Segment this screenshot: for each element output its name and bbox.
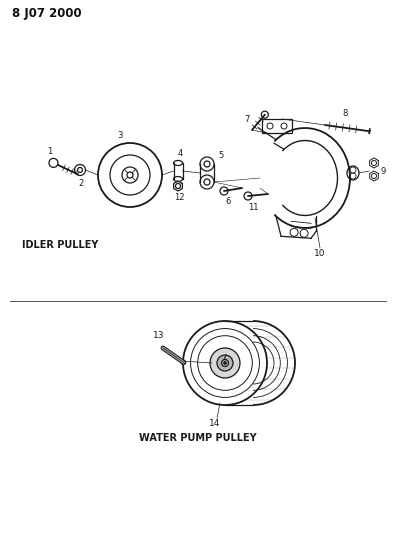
Circle shape	[217, 355, 233, 371]
Text: 14: 14	[209, 418, 221, 427]
Text: 8 J07 2000: 8 J07 2000	[12, 6, 82, 20]
Text: 5: 5	[218, 150, 224, 159]
Circle shape	[223, 361, 227, 365]
Text: 11: 11	[248, 203, 258, 212]
Text: WATER PUMP PULLEY: WATER PUMP PULLEY	[139, 433, 257, 443]
Text: 12: 12	[174, 192, 184, 201]
Circle shape	[210, 348, 240, 378]
Text: 9: 9	[381, 166, 386, 175]
Text: 8: 8	[342, 109, 348, 117]
Text: 7: 7	[244, 115, 250, 124]
Text: 2: 2	[78, 179, 84, 188]
Text: 10: 10	[314, 248, 326, 257]
Text: IDLER PULLEY: IDLER PULLEY	[22, 240, 98, 250]
Circle shape	[181, 360, 186, 365]
Text: 3: 3	[117, 131, 123, 140]
Text: 13: 13	[153, 330, 165, 340]
Text: 6: 6	[225, 197, 231, 206]
Text: 4: 4	[177, 149, 183, 158]
Text: 1: 1	[47, 148, 52, 156]
